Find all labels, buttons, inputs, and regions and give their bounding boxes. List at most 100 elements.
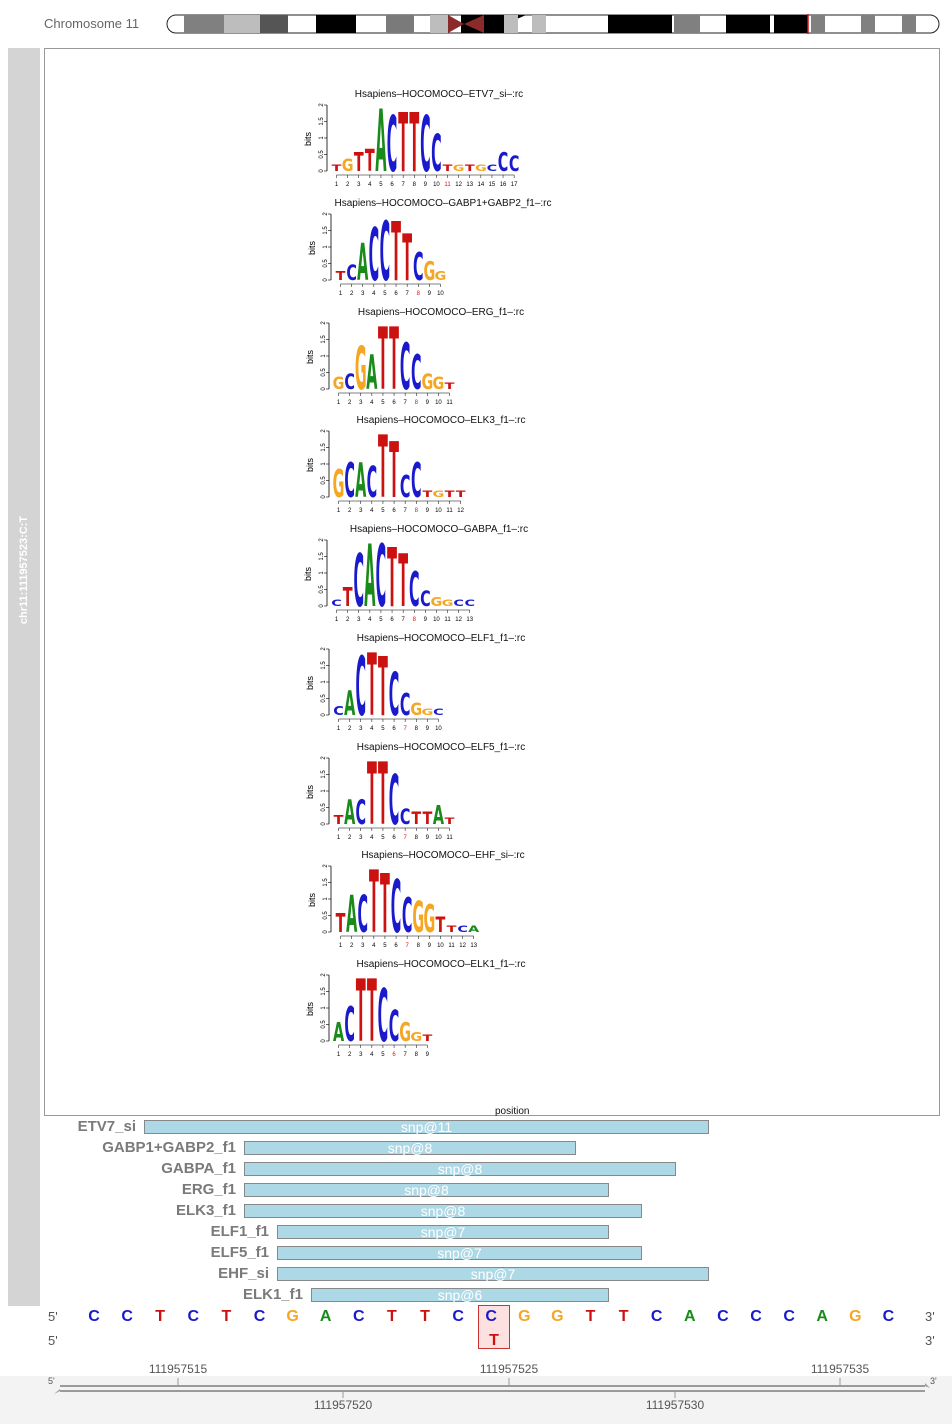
motif-logo: Hsapiens–HOCOMOCO–GABP1+GABP2_f1–:rc 0 0.5… [303,198,603,299]
logo-letter: T [367,752,377,844]
tf-binding-bar[interactable]: snp@7 [277,1225,609,1239]
logo-y-tick: 1.5 [321,443,327,452]
logo-letter: A [468,924,480,934]
logo-x-tick: 11 [448,943,455,949]
logo-letter: A [355,455,366,509]
logo-x-tick: 9 [426,835,430,841]
logo-letter: A [433,801,444,831]
logo-x-tick: 5 [381,400,385,406]
logo-letter: C [391,865,402,950]
logo-letter: C [333,704,344,719]
logo-x-tick: 1 [335,617,339,623]
logo-x-tick: 9 [428,291,432,297]
tf-name: ELF5_f1 [210,1244,269,1261]
logo-x-tick: 4 [370,835,374,841]
logo-x-tick: 12 [459,943,466,949]
logo-letter: C [389,760,400,840]
logo-x-tick: 10 [435,508,442,514]
tf-binding-bar[interactable]: snp@11 [144,1120,709,1134]
logo-y-tick: 0 [323,930,329,934]
logo-letter: A [346,884,357,944]
logo-x-tick: 4 [372,291,376,297]
logo-letter: G [433,373,445,394]
tf-binding-bar[interactable]: snp@7 [277,1267,709,1281]
logo-letter: C [378,974,389,1059]
tf-binding-bar[interactable]: snp@7 [277,1246,642,1260]
logo-x-tick: 2 [350,943,354,949]
logo-letter: T [378,317,388,409]
tf-binding-bar[interactable]: snp@8 [244,1183,609,1197]
logo-x-tick: 17 [511,182,518,188]
logo-y-tick: 1 [323,897,329,901]
snp-track-label: chr11:111957523:C:T [18,515,30,625]
logo-x-tick: 12 [457,508,464,514]
logo-letter: G [333,461,345,506]
logo-y-tick: 2 [323,212,329,216]
sequence-base: T [585,1308,596,1325]
logo-x-tick: 4 [370,726,374,732]
logo-x-tick: 6 [392,1052,396,1058]
logo-letter: C [346,261,357,286]
alt-five-prime: 5' [48,1333,58,1348]
logo-y-tick: 1 [319,571,325,575]
logo-letter: T [334,813,345,828]
axis-five-prime: 5' [48,1376,55,1386]
logo-x-tick: 12 [455,182,462,188]
logo-x-tick: 2 [346,617,350,623]
logo-x-tick: 13 [470,943,477,949]
logo-y-tick: 2 [321,647,327,651]
logo-y-tick: 1 [321,789,327,793]
sequence-base: G [286,1308,299,1325]
logo-letter: T [378,425,388,517]
tf-binding-bar[interactable]: snp@6 [311,1288,609,1302]
logo-letter: G [423,257,435,287]
logo-letter: C [400,805,411,830]
logo-x-tick: 2 [348,1052,352,1058]
logo-x-tick: 7 [401,617,405,623]
tf-name: GABPA_f1 [161,1160,236,1177]
sequence-base: G [518,1308,531,1325]
logo-x-tick: 7 [403,726,407,732]
logo-letter: T [398,99,408,190]
logo-y-tick: 0.5 [321,694,327,703]
logo-letter: G [355,335,367,404]
logo-x-tick: 10 [435,835,442,841]
logo-x-tick: 1 [335,182,339,188]
logo-letter: C [457,924,468,934]
logo-x-label: position [495,1106,530,1117]
logo-x-tick: 8 [413,617,417,623]
logo-letter: C [411,347,422,401]
logo-x-tick: 11 [444,182,451,188]
motif-logo-title: Hsapiens–HOCOMOCO–ETV7_si–:rc [354,89,524,100]
logo-y-tick: 0 [323,278,329,282]
tf-binding-bar[interactable]: snp@8 [244,1162,676,1176]
logo-y-tick: 0.5 [321,368,327,377]
logo-letter: C [367,457,378,508]
snp-track-bar [8,48,40,1306]
logo-letter: T [367,969,377,1061]
logo-letter: C [402,890,413,944]
tf-binding-bar[interactable]: snp@8 [244,1141,576,1155]
tf-binding-bar[interactable]: snp@8 [244,1204,642,1218]
logo-x-tick: 7 [401,182,405,188]
logo-letter: T [398,539,408,624]
axis-tick-top-1: 111957515 [148,1362,208,1376]
axis-tick-bottom-2: 111957530 [645,1398,705,1412]
motif-logo-title: Hsapiens–HOCOMOCO–ERG_f1–:rc [357,307,525,318]
logo-x-tick: 4 [368,182,372,188]
logo-letter: C [400,687,411,723]
logo-x-tick: 8 [415,835,419,841]
logo-letter: T [343,583,353,613]
logo-y-tick: 0 [321,713,327,717]
logo-x-tick: 3 [359,508,363,514]
logo-x-tick: 8 [415,508,419,514]
logo-letter: A [357,232,368,292]
logo-x-tick: 3 [357,182,361,188]
tf-name: ELK1_f1 [242,1286,303,1303]
chromosome-ideogram[interactable] [166,14,940,34]
motif-logo: Hsapiens–HOCOMOCO–ERG_f1–:rc 0 0.5 1 1.5 2 bit… [301,307,601,409]
logo-letter: T [422,1033,432,1043]
